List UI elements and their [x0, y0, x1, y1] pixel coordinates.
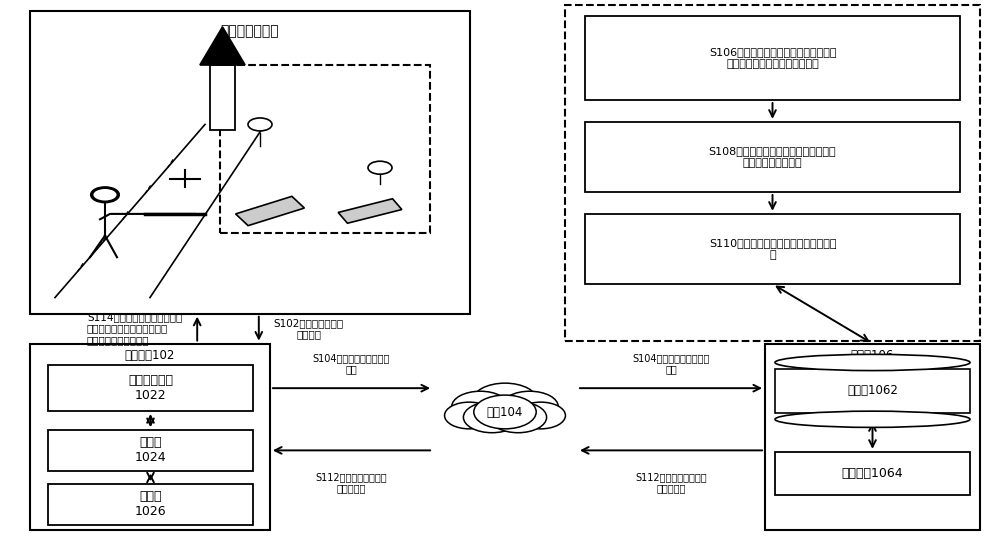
Text: S108，比对上述至少一个音源触发事件
列表和显示事件列表: S108，比对上述至少一个音源触发事件 列表和显示事件列表 [709, 146, 836, 168]
Circle shape [445, 402, 494, 429]
Circle shape [92, 188, 118, 202]
Circle shape [474, 395, 536, 429]
Polygon shape [236, 196, 304, 226]
Text: S106，获取游戏任务的运行过程中已生
成的至少一个音源触发事件列表: S106，获取游戏任务的运行过程中已生 成的至少一个音源触发事件列表 [709, 48, 836, 69]
Text: 存储器
1026: 存储器 1026 [135, 491, 166, 518]
Circle shape [452, 391, 509, 422]
Bar [765, 344, 980, 530]
Ellipse shape [775, 411, 970, 427]
Text: S112，发送更新后的显
示事件列表: S112，发送更新后的显 示事件列表 [635, 472, 707, 493]
Text: S104，请求获取显示事件
列表: S104，请求获取显示事件 列表 [632, 353, 710, 374]
Text: S114，在地图中对更新后的显
示事件列表中的音源虚拟对象
所在位置进行标记显示: S114，在地图中对更新后的显 示事件列表中的音源虚拟对象 所在位置进行标记显示 [87, 312, 182, 345]
Polygon shape [338, 199, 402, 223]
Bar [585, 214, 960, 284]
Text: 网络104: 网络104 [487, 406, 523, 419]
Text: 处理器
1024: 处理器 1024 [135, 437, 166, 464]
Bar [775, 452, 970, 495]
Bar [585, 122, 960, 192]
Bar [775, 369, 970, 413]
Text: S110，根据比对的结果更新显示事件列
表: S110，根据比对的结果更新显示事件列 表 [709, 238, 836, 260]
Bar [220, 65, 430, 233]
Text: 人机交互屏幕
1022: 人机交互屏幕 1022 [128, 374, 173, 402]
Circle shape [489, 402, 547, 433]
Bar [30, 11, 470, 314]
Text: 终端设备102: 终端设备102 [125, 349, 175, 362]
Bar [585, 16, 960, 100]
Circle shape [516, 402, 565, 429]
Circle shape [463, 402, 521, 433]
Text: 处理引擎1064: 处理引擎1064 [842, 467, 903, 480]
Text: S112，发送更新后的显
示事件列表: S112，发送更新后的显 示事件列表 [316, 472, 387, 493]
Polygon shape [200, 27, 245, 65]
Bar [48, 365, 253, 411]
Text: S102，触发运行一局
游戏任务: S102，触发运行一局 游戏任务 [274, 318, 344, 339]
Bar [210, 65, 235, 130]
Text: S104，请求获取显示事件
列表: S104，请求获取显示事件 列表 [313, 353, 390, 374]
Bar [50, 49, 450, 303]
Bar [48, 430, 253, 471]
Text: 服务器106: 服务器106 [851, 349, 894, 362]
Text: 游戏应用客户端: 游戏应用客户端 [221, 24, 279, 38]
Bar [48, 484, 253, 525]
Ellipse shape [775, 354, 970, 371]
Circle shape [248, 118, 272, 131]
Text: 数据库1062: 数据库1062 [847, 384, 898, 398]
Circle shape [501, 391, 558, 422]
Circle shape [473, 383, 538, 418]
Bar [565, 5, 980, 341]
Bar [30, 344, 270, 530]
